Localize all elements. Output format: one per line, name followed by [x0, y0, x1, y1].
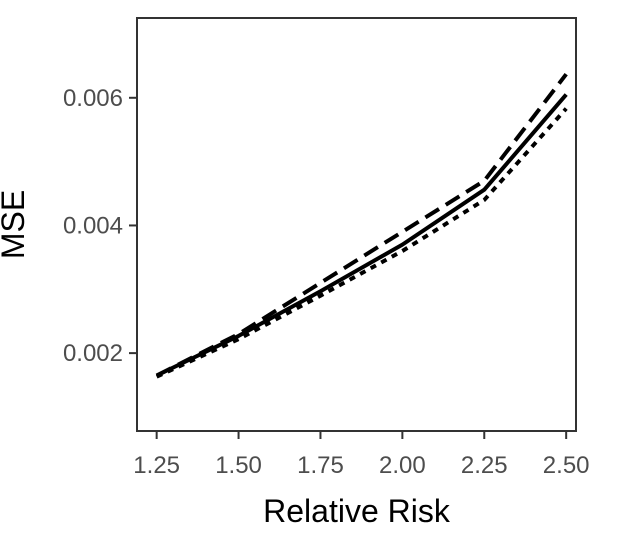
x-tick-label: 2.50 [543, 452, 590, 479]
x-tick-label: 1.50 [215, 452, 262, 479]
x-axis-title: Relative Risk [263, 493, 451, 529]
x-axis: 1.25 1.50 1.75 2.00 2.25 2.50 [133, 431, 590, 479]
series-line-dotted [155, 107, 568, 379]
x-tick-label: 2.25 [461, 452, 508, 479]
x-tick-label: 1.75 [297, 452, 344, 479]
series-lines [155, 72, 568, 379]
x-tick-label: 1.25 [133, 452, 180, 479]
y-axis-title: MSE [0, 190, 31, 259]
series-line-dashed [155, 72, 568, 378]
y-axis: 0.002 0.004 0.006 [63, 85, 137, 367]
y-tick-label: 0.004 [63, 212, 123, 239]
y-tick-label: 0.002 [63, 340, 123, 367]
y-tick-label: 0.006 [63, 85, 123, 112]
x-tick-label: 2.00 [379, 452, 426, 479]
